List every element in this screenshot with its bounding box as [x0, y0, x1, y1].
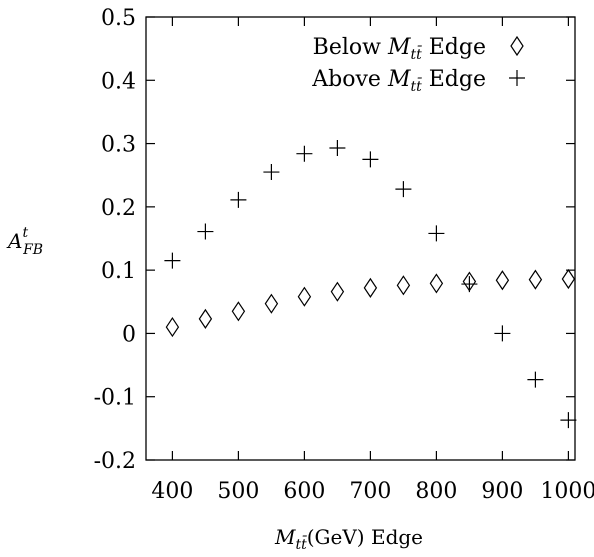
legend-label: Below Mtt̄ Edge: [313, 35, 486, 63]
data-point-diamond: [363, 277, 378, 298]
y-axis-label-sup: t: [22, 225, 28, 241]
data-point-plus: [362, 151, 379, 168]
y-axis-label: At FB: [6, 225, 43, 258]
y-tick-label: -0.2: [94, 449, 136, 474]
series-diamond: [165, 268, 576, 338]
data-point-plus: [461, 276, 478, 293]
y-tick-label: 0: [122, 322, 136, 347]
series-plus: [164, 140, 577, 429]
data-point-plus: [329, 140, 346, 157]
data-point-plus: [560, 412, 577, 429]
data-point-diamond: [264, 293, 279, 314]
x-axis-label-rest: (GeV) Edge: [307, 525, 423, 549]
data-point-diamond: [495, 270, 510, 291]
x-tick-label: 500: [217, 479, 259, 504]
data-point-diamond: [198, 308, 213, 329]
data-point-diamond: [429, 273, 444, 294]
y-tick-label: 0.2: [101, 196, 136, 221]
data-point-diamond: [297, 286, 312, 307]
y-tick-label: -0.1: [94, 386, 136, 411]
data-point-plus: [230, 191, 247, 208]
x-axis-label-base: M: [274, 525, 296, 549]
x-tick-label: 700: [349, 479, 391, 504]
y-axis-label-base: A: [6, 229, 22, 253]
x-tick-label: 400: [151, 479, 193, 504]
plot-frame: [145, 16, 576, 461]
data-point-plus: [527, 371, 544, 388]
y-axis-ticks: -0.2 -0.1 0 0.1 0.2 0.3 0.4 0.5: [94, 6, 575, 474]
x-tick-label: 900: [481, 479, 523, 504]
data-point-diamond: [528, 269, 543, 290]
y-tick-label: 0.5: [101, 6, 136, 31]
data-point-diamond: [396, 275, 411, 296]
data-point-plus: [164, 252, 181, 269]
y-tick-label: 0.1: [101, 259, 136, 284]
x-tick-label: 1000: [540, 479, 594, 504]
data-point-diamond: [165, 317, 180, 338]
legend-label: Above Mtt̄ Edge: [311, 67, 486, 95]
series-layer: [164, 140, 577, 429]
data-point-diamond: [561, 268, 576, 290]
data-point-plus: [494, 325, 511, 342]
x-axis-ticks: 400 500 600 700 800 900 1000: [151, 17, 594, 504]
x-axis-label-sub: tt̄: [295, 535, 307, 553]
legend-marker-plus: [509, 70, 525, 86]
legend: Below Mtt̄ Edge Above Mtt̄ Edge: [311, 35, 525, 95]
data-point-plus: [395, 181, 412, 198]
data-point-plus: [296, 145, 313, 162]
x-tick-label: 600: [283, 479, 325, 504]
y-axis-label-sub: FB: [22, 242, 43, 258]
legend-marker-diamond: [510, 35, 524, 57]
data-point-plus: [197, 223, 214, 240]
y-tick-label: 0.3: [101, 133, 136, 158]
x-tick-label: 800: [415, 479, 457, 504]
data-point-plus: [428, 225, 445, 242]
data-point-diamond: [330, 281, 345, 302]
data-point-diamond: [231, 301, 246, 322]
x-axis-label: Mtt̄(GeV) Edge: [274, 525, 423, 553]
data-point-plus: [263, 164, 280, 181]
y-tick-label: 0.4: [101, 69, 136, 94]
